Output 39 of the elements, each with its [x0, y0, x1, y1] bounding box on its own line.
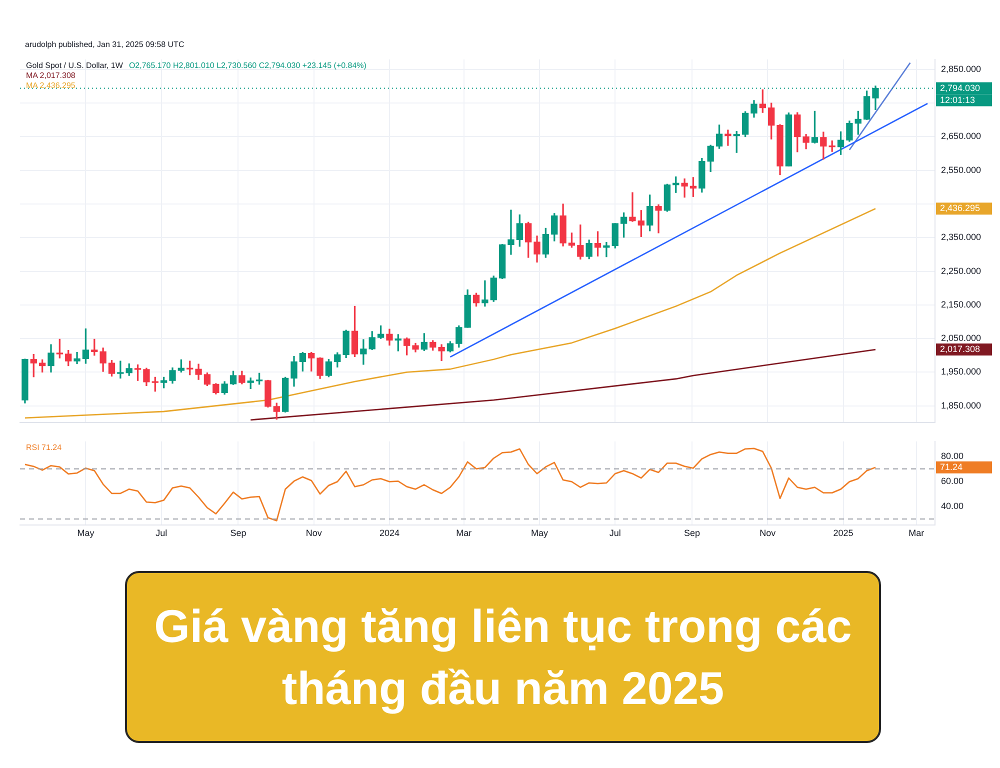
- x-tick-label: Mar: [456, 528, 472, 538]
- text: 2,436.295: [940, 203, 980, 214]
- y-tick-label: 2,650.000: [941, 131, 982, 142]
- text: 2,017.308: [940, 344, 980, 354]
- x-tick-label: 2025: [833, 528, 854, 538]
- x-tick-label: Nov: [306, 528, 322, 538]
- ref-line-label: 2,794.030: [940, 82, 980, 93]
- x-tick-label: Sep: [684, 528, 700, 538]
- y-tick-label: 2,250.000: [941, 266, 982, 276]
- text: MA 2,436.295: [26, 81, 76, 92]
- x-tick-label: May: [530, 528, 548, 538]
- y-tick-label: 2,850.000: [941, 64, 982, 74]
- annotation: O2,765.170 H2,801.010 L2,730.560 C2,794.030 +23.145 (+0.84%): [128, 61, 366, 70]
- text: 12:01:13: [940, 94, 976, 105]
- annotation: Gold Spot / U.S. Dollar, 1W: [26, 61, 123, 70]
- text: arudolph published, Jan 31, 2025 09:58 UTC: [25, 40, 184, 49]
- text: MA 2,017.308: [26, 71, 76, 82]
- y-tick-label: 2,150.000: [941, 299, 982, 310]
- x-tick-label: May: [77, 528, 95, 538]
- candlestick: [56, 338, 64, 358]
- x-tick-label: Nov: [760, 528, 776, 538]
- x-tick-label: 2024: [379, 528, 400, 538]
- x-tick-label: Sep: [230, 528, 246, 538]
- text: 71.24: [940, 462, 963, 472]
- y-tick-label: 60.00: [941, 476, 964, 486]
- y-tick-label: 2,550.000: [941, 164, 982, 175]
- y-tick-label: 40.00: [941, 500, 964, 511]
- y-tick-label: 80.00: [941, 450, 964, 461]
- x-tick-label: Mar: [908, 528, 924, 538]
- candlestick: [134, 364, 142, 381]
- series-label: RSI 71.24: [26, 443, 62, 454]
- y-tick-label: 2,350.000: [941, 232, 982, 242]
- x-tick-label: Jul: [609, 528, 621, 538]
- x-tick-label: Jul: [156, 528, 168, 538]
- y-tick-label: 1,950.000: [941, 366, 982, 377]
- y-tick-label: 2,050.000: [941, 333, 982, 344]
- text: Giá vàng tăng liên tục trong các tháng đầu năm 2025: [125, 571, 881, 743]
- y-tick-label: 1,850.000: [941, 400, 982, 410]
- candlestick: [117, 360, 124, 379]
